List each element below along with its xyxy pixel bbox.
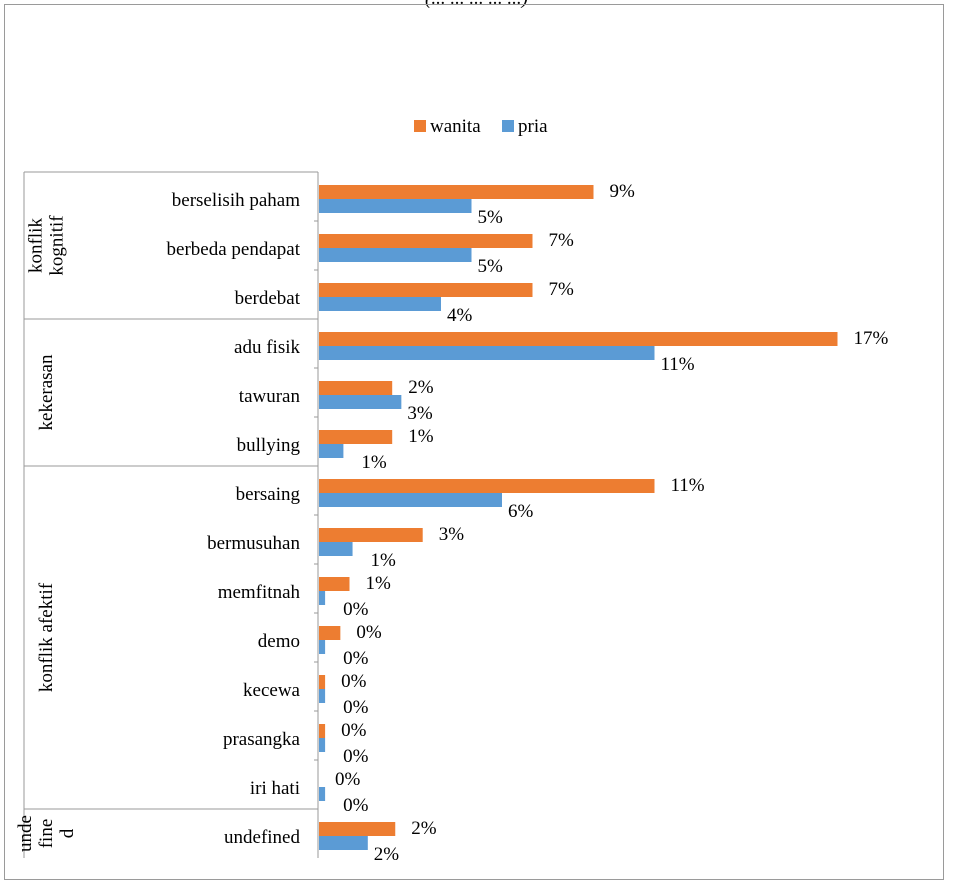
- data-label-wanita-memfitnah: 1%: [366, 573, 392, 594]
- legend-label-pria: pria: [518, 116, 548, 137]
- category-label-iri-hati: iri hati: [250, 778, 300, 799]
- data-labels: 9%5%7%5%7%4%17%11%2%3%1%1%11%6%3%1%1%0%0…: [335, 181, 889, 865]
- bar-wanita-tawuran: [319, 381, 393, 395]
- bar-pria-berselisih-paham: [319, 199, 472, 213]
- bar-pria-undefined: [319, 836, 368, 850]
- data-label-wanita-berdebat: 7%: [549, 279, 575, 300]
- group-label-unde-fine-d: undefined: [15, 815, 78, 852]
- bar-pria-adu-fisik: [319, 346, 655, 360]
- bar-pria-bermusuhan: [319, 542, 353, 556]
- category-label-berbeda-pendapat: berbeda pendapat: [167, 239, 301, 260]
- bar-wanita-bermusuhan: [319, 528, 423, 542]
- data-label-pria-undefined: 2%: [374, 844, 400, 865]
- bar-pria-bersaing: [319, 493, 502, 507]
- bar-pria-tawuran: [319, 395, 402, 409]
- data-label-wanita-bermusuhan: 3%: [439, 524, 465, 545]
- bar-pria-kecewa: [319, 689, 326, 703]
- category-label-kecewa: kecewa: [243, 680, 301, 701]
- data-label-pria-memfitnah: 0%: [343, 599, 369, 620]
- category-label-bullying: bullying: [237, 435, 301, 456]
- data-label-wanita-tawuran: 2%: [408, 377, 434, 398]
- data-label-pria-prasangka: 0%: [343, 746, 369, 767]
- data-label-pria-berdebat: 4%: [447, 305, 473, 326]
- category-label-tawuran: tawuran: [239, 386, 301, 407]
- category-label-berselisih-paham: berselisih paham: [172, 190, 300, 211]
- category-label-demo: demo: [258, 631, 300, 652]
- data-label-pria-bermusuhan: 1%: [371, 550, 397, 571]
- category-label-bersaing: bersaing: [236, 484, 301, 505]
- data-label-pria-kecewa: 0%: [343, 697, 369, 718]
- group-label-konflik-kognitif: konflikkognitif: [26, 215, 68, 276]
- data-label-wanita-prasangka: 0%: [341, 720, 367, 741]
- data-label-wanita-adu-fisik: 17%: [854, 328, 889, 349]
- chart-area: [4, 4, 944, 880]
- bar-pria-demo: [319, 640, 326, 654]
- bar-wanita-demo: [319, 626, 341, 640]
- legend: wanita pria: [414, 116, 548, 137]
- legend-swatch-wanita: [414, 120, 426, 132]
- legend-swatch-pria: [502, 120, 514, 132]
- bar-wanita-bersaing: [319, 479, 655, 493]
- bar-wanita-kecewa: [319, 675, 326, 689]
- bar-pria-berbeda-pendapat: [319, 248, 472, 262]
- bar-wanita-berdebat: [319, 283, 533, 297]
- data-label-pria-berselisih-paham: 5%: [478, 207, 504, 228]
- data-label-wanita-bullying: 1%: [408, 426, 434, 447]
- bar-pria-bullying: [319, 444, 344, 458]
- bar-pria-memfitnah: [319, 591, 326, 605]
- legend-label-wanita: wanita: [430, 116, 481, 137]
- bar-pria-berdebat: [319, 297, 441, 311]
- bar-wanita-bullying: [319, 430, 393, 444]
- data-label-wanita-undefined: 2%: [411, 818, 437, 839]
- data-label-pria-bullying: 1%: [361, 452, 387, 473]
- data-label-wanita-kecewa: 0%: [341, 671, 367, 692]
- category-label-undefined: undefined: [224, 827, 300, 848]
- group-label-kekerasan: kekerasan: [36, 354, 57, 430]
- bar-wanita-berbeda-pendapat: [319, 234, 533, 248]
- category-axis: konflikkognitif kekerasan konflik afektif u…: [15, 171, 319, 858]
- bar-wanita-prasangka: [319, 724, 326, 738]
- data-label-pria-berbeda-pendapat: 5%: [478, 256, 504, 277]
- data-label-wanita-berbeda-pendapat: 7%: [549, 230, 575, 251]
- data-label-pria-tawuran: 3%: [407, 403, 433, 424]
- data-label-wanita-berselisih-paham: 9%: [610, 181, 636, 202]
- data-label-pria-adu-fisik: 11%: [661, 354, 695, 375]
- bar-pria-iri-hati: [319, 787, 326, 801]
- category-label-memfitnah: memfitnah: [218, 582, 301, 603]
- bar-wanita-memfitnah: [319, 577, 350, 591]
- group-label-konflik-afektif: konflik afektif: [36, 582, 57, 692]
- data-label-pria-demo: 0%: [343, 648, 369, 669]
- category-label-bermusuhan: bermusuhan: [207, 533, 300, 554]
- bar-wanita-adu-fisik: [319, 332, 838, 346]
- data-label-wanita-demo: 0%: [356, 622, 382, 643]
- bar-wanita-berselisih-paham: [319, 185, 594, 199]
- bar-wanita-undefined: [319, 822, 396, 836]
- category-label-berdebat: berdebat: [235, 288, 301, 309]
- data-label-wanita-bersaing: 11%: [671, 475, 705, 496]
- data-label-wanita-iri-hati: 0%: [335, 769, 361, 790]
- bars: [319, 185, 838, 850]
- data-label-pria-bersaing: 6%: [508, 501, 534, 522]
- category-label-adu-fisik: adu fisik: [234, 337, 300, 358]
- bar-pria-prasangka: [319, 738, 326, 752]
- category-label-prasangka: prasangka: [223, 729, 301, 750]
- data-label-pria-iri-hati: 0%: [343, 795, 369, 816]
